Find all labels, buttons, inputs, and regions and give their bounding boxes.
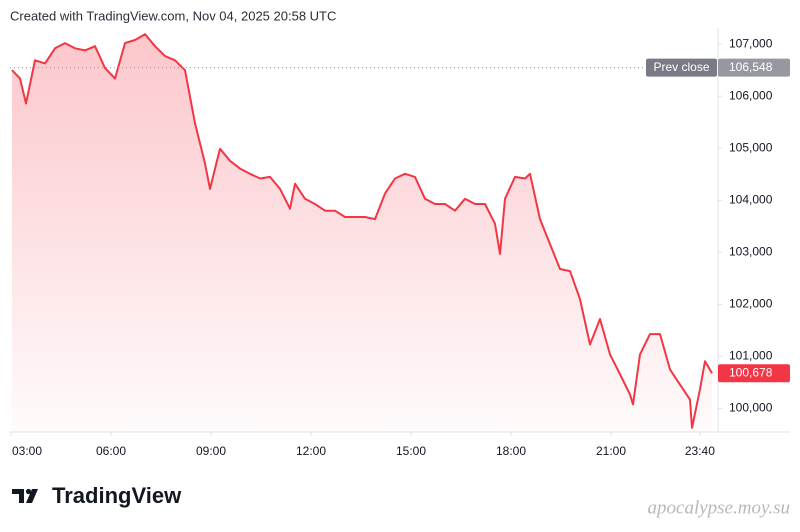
header: Created with TradingView.com, Nov 04, 20…	[10, 8, 336, 23]
x-tick-label: 23:40	[685, 444, 715, 458]
y-tick-label: 103,000	[729, 245, 773, 259]
x-tick-label: 09:00	[196, 444, 226, 458]
x-tick-label: 21:00	[596, 444, 626, 458]
y-tick-label: 101,000	[729, 349, 773, 363]
logo-icon	[12, 488, 38, 503]
area-fill	[12, 34, 712, 432]
logo-text: TradingView	[52, 483, 182, 508]
last-price-label: 100,678	[729, 365, 773, 379]
y-tick-label: 104,000	[729, 192, 773, 206]
x-tick-label: 18:00	[496, 444, 526, 458]
y-tick-label: 100,000	[729, 401, 773, 415]
y-tick-label: 106,000	[729, 88, 773, 102]
y-tick-label: 102,000	[729, 297, 773, 311]
plot-area	[11, 33, 713, 432]
y-tick-label: 105,000	[729, 140, 773, 154]
watermark: apocalypse.moy.su	[648, 497, 790, 518]
prev-close-box	[718, 58, 790, 77]
prev-close-label: 106,548	[729, 60, 773, 74]
x-tick-label: 03:00	[12, 444, 42, 458]
x-tick-label: 06:00	[96, 444, 126, 458]
x-tick-label: 15:00	[396, 444, 426, 458]
last-price-box	[718, 364, 790, 383]
prev-close-name-box	[646, 58, 717, 77]
y-tick-label: 107,000	[729, 36, 773, 50]
price-line	[11, 33, 713, 429]
prev-close-name: Prev close	[653, 60, 709, 74]
x-tick-label: 12:00	[296, 444, 326, 458]
